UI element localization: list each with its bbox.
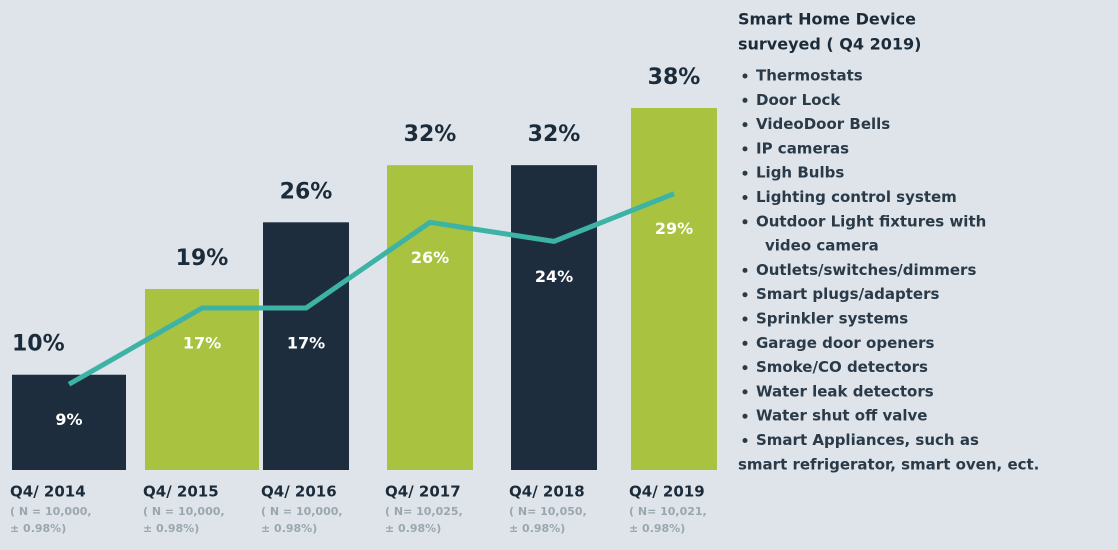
line-value-label: 9% [55, 410, 82, 429]
bar-value-label: 26% [280, 179, 333, 204]
bar [387, 165, 473, 470]
x-tick-label: Q4/ 2014 [10, 483, 86, 501]
list-item: Door Lock [756, 91, 841, 109]
bullet [742, 365, 748, 371]
line-value-label: 29% [655, 219, 693, 238]
list-item: Smoke/CO detectors [756, 358, 928, 376]
line-value-label: 26% [411, 248, 449, 267]
x-tick-sublabel: ( N= 10,050, [509, 505, 587, 518]
list-item: VideoDoor Bells [756, 115, 890, 133]
x-tick-sublabel: ± 0.98%) [385, 522, 441, 535]
bullet [742, 170, 748, 176]
list-item: Smart Appliances, such as [756, 431, 979, 449]
bullet [742, 413, 748, 419]
list-item: smart refrigerator, smart oven, ect. [738, 455, 1039, 473]
bar [145, 289, 259, 470]
x-tick-label: Q4/ 2019 [629, 483, 705, 501]
bar [631, 108, 717, 470]
bullet [742, 340, 748, 346]
bullet [742, 195, 748, 200]
x-tick-sublabel: ± 0.98%) [261, 522, 317, 535]
x-tick-label: Q4/ 2015 [143, 483, 219, 501]
x-tick-sublabel: ( N = 10,000, [143, 505, 225, 518]
bar-value-label: 32% [528, 122, 581, 147]
line-value-label: 17% [183, 334, 221, 353]
bar [263, 222, 349, 470]
bar [12, 374, 126, 470]
list-item: Outdoor Light fixtures with [756, 212, 986, 230]
x-tick-sublabel: ( N = 10,000, [261, 505, 343, 518]
list-item: Thermostats [756, 67, 863, 85]
list-item: Sprinkler systems [756, 310, 908, 328]
line-value-label: 17% [287, 334, 325, 353]
bullet [742, 73, 748, 79]
x-tick-label: Q4/ 2016 [261, 483, 337, 501]
x-tick-label: Q4/ 2017 [385, 483, 461, 501]
list-item: Lighting control system [756, 188, 957, 206]
list-item: Outlets/switches/dimmers [756, 261, 976, 279]
trend-line [67, 191, 675, 387]
list-item: Smart plugs/adapters [756, 285, 940, 303]
x-tick-sublabel: ( N= 10,021, [629, 505, 707, 518]
bullet [742, 97, 748, 103]
sidebar-title: Smart Home Device [738, 10, 916, 29]
bar-value-label: 32% [404, 122, 457, 147]
list-item: Ligh Bulbs [756, 164, 844, 182]
bar-value-label: 10% [12, 332, 65, 357]
list-item: IP cameras [756, 139, 849, 157]
bullet [742, 316, 748, 322]
list-item: Garage door openers [756, 334, 935, 352]
bar-value-label: 19% [176, 246, 229, 271]
bullet [742, 389, 748, 395]
list-item: video camera [765, 237, 879, 255]
x-tick-sublabel: ( N = 10,000, [10, 505, 92, 518]
x-tick-sublabel: ± 0.98%) [629, 522, 685, 535]
sidebar-title: surveyed ( Q4 2019) [738, 35, 921, 54]
line-value-label: 24% [535, 267, 573, 286]
bullet [742, 292, 748, 298]
bar [511, 165, 597, 470]
x-tick-label: Q4/ 2018 [509, 483, 585, 501]
bullet [742, 267, 748, 273]
x-tick-sublabel: ± 0.98%) [509, 522, 565, 535]
bullet [742, 146, 748, 152]
bar-value-label: 38% [648, 65, 701, 90]
bullet [742, 219, 748, 225]
list-item: Water leak detectors [756, 382, 934, 400]
list-item: Water shut off valve [756, 407, 927, 425]
x-tick-sublabel: ± 0.98%) [10, 522, 66, 535]
bullet [742, 438, 748, 443]
x-tick-sublabel: ± 0.98%) [143, 522, 199, 535]
bullet [742, 122, 748, 128]
x-tick-sublabel: ( N= 10,025, [385, 505, 463, 518]
